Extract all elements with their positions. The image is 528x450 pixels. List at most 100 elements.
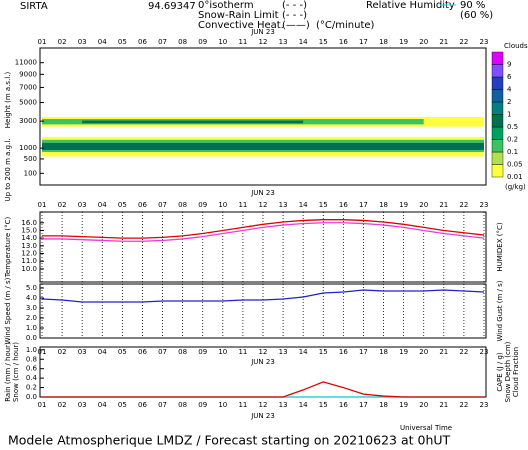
series-label: Temperature (°C) — [4, 217, 12, 279]
colorbar-box — [491, 151, 504, 165]
hour-label: 04 — [98, 38, 107, 46]
hour-label: 08 — [178, 348, 187, 356]
axis-label: Snow Depth (cm) — [504, 341, 512, 402]
axis-label: Wind Gust (m / s) — [496, 280, 504, 341]
plot-area — [39, 211, 487, 283]
y-tick-label: 13.0 — [21, 242, 37, 250]
hour-label: 03 — [78, 38, 87, 46]
hour-label: 05 — [118, 201, 127, 209]
axis-label: Cloud Fraction — [512, 347, 520, 397]
hour-label: 12 — [259, 201, 268, 209]
hour-label: 21 — [439, 38, 448, 46]
hour-label: 01 — [38, 348, 47, 356]
hour-label: 09 — [198, 401, 207, 409]
hour-label: 23 — [480, 38, 489, 46]
hour-label: 11 — [238, 201, 247, 209]
hour-label: 22 — [459, 38, 468, 46]
y-tick-label: 3.0 — [26, 304, 37, 312]
y-axis-label: Height (m a.s.l.) — [4, 72, 12, 129]
colorbar-box — [491, 76, 504, 90]
colorbar-label: 0.05 — [507, 161, 523, 169]
hour-label: 07 — [158, 401, 167, 409]
hour-label: 04 — [98, 401, 107, 409]
colorbar-label: 0.2 — [507, 136, 518, 144]
cloud-layer — [82, 120, 304, 124]
hour-label: 23 — [480, 401, 489, 409]
plot-area — [39, 346, 487, 398]
y-tick-label: 11000 — [15, 59, 37, 67]
site: SIRTA — [20, 1, 48, 12]
hour-label: 19 — [399, 201, 408, 209]
colorbar-label: 6 — [507, 73, 512, 81]
colorbar-label: 1 — [507, 111, 511, 119]
colorbar-label: 0.5 — [507, 123, 518, 131]
colorbar-title: Clouds — [504, 42, 528, 50]
hour-label: 20 — [419, 201, 428, 209]
hour-label: 20 — [419, 401, 428, 409]
legend-symbol: (- - -) — [282, 0, 307, 11]
colorbar-label: 0.1 — [507, 148, 518, 156]
hour-label: 06 — [138, 401, 147, 409]
hour-label: 02 — [58, 348, 67, 356]
hour-label: 03 — [78, 201, 87, 209]
hour-label: 07 — [158, 38, 167, 46]
rh-label: Relative Humidity — [366, 0, 455, 11]
hour-label: 12 — [259, 38, 268, 46]
hour-label: 17 — [359, 401, 368, 409]
hour-label: 22 — [459, 201, 468, 209]
hour-label: 06 — [138, 38, 147, 46]
hour-label: 09 — [198, 201, 207, 209]
series-label: Wind Speed (m / s) — [4, 277, 12, 344]
y-tick-label: 1.0 — [26, 346, 37, 354]
hour-label: 08 — [178, 201, 187, 209]
hour-label: 06 — [138, 348, 147, 356]
hour-label: 15 — [319, 38, 328, 46]
hour-label: 11 — [238, 401, 247, 409]
y-tick-label: 11.0 — [21, 257, 37, 265]
hour-label: 06 — [138, 201, 147, 209]
y-tick-label: 16.0 — [21, 219, 37, 227]
hour-label: 13 — [279, 201, 288, 209]
y-tick-label: 9000 — [19, 70, 37, 78]
series-label: Rain (mm / hour) — [4, 342, 12, 402]
y-tick-label: 0.0 — [26, 393, 37, 401]
hour-label: 18 — [379, 348, 388, 356]
footer: Modele Atmospherique LMDZ / Forecast sta… — [8, 433, 451, 448]
legend-symbol: (- - -) — [282, 10, 307, 21]
y-tick-label: 2.0 — [26, 314, 37, 322]
y-tick-label: 0.6 — [26, 365, 38, 373]
coords: 94.69347 — [148, 1, 196, 12]
colorbar-label: 0.01 — [507, 173, 523, 181]
y-tick-label: 3000 — [19, 117, 37, 125]
series-label: CAPE (J / g) — [496, 352, 504, 392]
colorbar-unit: (g/kg) — [505, 183, 526, 191]
hour-label: 17 — [359, 201, 368, 209]
hour-label: 10 — [218, 201, 227, 209]
y-tick-label: 5000 — [19, 99, 37, 107]
hour-label: 05 — [118, 401, 127, 409]
hour-label: 01 — [38, 401, 47, 409]
colorbar-box — [491, 64, 504, 78]
colorbar-label: 4 — [507, 86, 512, 94]
hour-label: 18 — [379, 401, 388, 409]
hour-label: 14 — [299, 38, 308, 46]
y-tick-label: 0.4 — [26, 374, 38, 382]
date-label: JUN 23 — [250, 358, 275, 366]
hour-label: 19 — [399, 401, 408, 409]
hour-label: 16 — [339, 401, 348, 409]
hour-label: 09 — [198, 348, 207, 356]
hour-label: 21 — [439, 201, 448, 209]
hour-label: 12 — [259, 348, 268, 356]
hour-label: 02 — [58, 38, 67, 46]
hour-label: 03 — [78, 401, 87, 409]
legend-label: 0°isotherm — [198, 0, 254, 11]
series-line — [42, 219, 485, 239]
hour-label: 16 — [339, 348, 348, 356]
hour-label: 12 — [259, 401, 268, 409]
hour-label: 08 — [178, 401, 187, 409]
y-tick-label: 0.2 — [26, 384, 37, 392]
hour-label: 14 — [299, 348, 308, 356]
hour-label: 07 — [158, 201, 167, 209]
